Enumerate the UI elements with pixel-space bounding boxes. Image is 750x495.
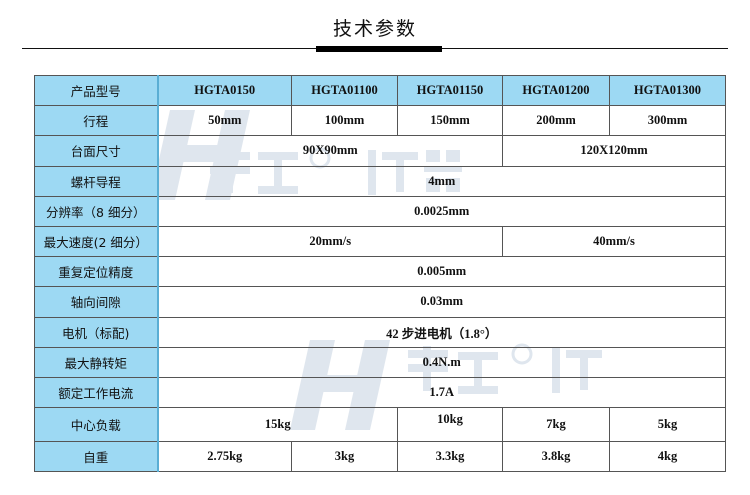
value-cell: 0.005mm	[157, 256, 726, 288]
table-row-center-load: 中心负载 15kg 10kg 7kg 5kg	[34, 407, 726, 443]
table-row-lead: 螺杆导程 4mm	[34, 165, 726, 197]
row-label: 自重	[34, 441, 159, 473]
row-label: 额定工作电流	[34, 376, 159, 409]
table-row-model: 产品型号 HGTA0150 HGTA01100 HGTA01150 HGTA01…	[34, 74, 726, 107]
value-cell: 200mm	[502, 105, 610, 137]
row-label: 电机（标配)	[34, 316, 159, 348]
table-row-motor: 电机（标配) 42 步进电机（1.8°）	[34, 316, 726, 348]
model-cell: HGTA01300	[609, 74, 726, 107]
spec-table: 产品型号 HGTA0150 HGTA01100 HGTA01150 HGTA01…	[34, 74, 726, 473]
table-row-backlash: 轴向间隙 0.03mm	[34, 286, 726, 318]
value-cell: 50mm	[157, 105, 292, 137]
table-row-table-size: 台面尺寸 90X90mm 120X120mm	[34, 135, 726, 167]
title-underline-bar	[316, 46, 442, 52]
table-row-stroke: 行程 50mm 100mm 150mm 200mm 300mm	[34, 105, 726, 137]
value-cell: 300mm	[609, 105, 726, 137]
value-cell: 42 步进电机（1.8°）	[157, 316, 726, 348]
table-row-resolution: 分辨率（8 细分） 0.0025mm	[34, 195, 726, 227]
row-label: 重复定位精度	[34, 256, 159, 288]
table-row-repeatability: 重复定位精度 0.005mm	[34, 256, 726, 288]
table-row-holding-torque: 最大静转矩 0.4N.m	[34, 346, 726, 378]
row-label: 最大静转矩	[34, 346, 159, 378]
model-cell: HGTA0150	[157, 74, 292, 107]
value-cell: 3.8kg	[502, 441, 610, 473]
row-label: 台面尺寸	[34, 135, 159, 167]
value-cell: 150mm	[397, 105, 503, 137]
model-cell: HGTA01200	[502, 74, 610, 107]
value-cell: 0.03mm	[157, 286, 726, 318]
page-title: 技术参数	[332, 18, 417, 40]
value-cell: 4kg	[609, 441, 726, 473]
value-cell: 4mm	[157, 165, 726, 197]
value-cell: 120X120mm	[502, 135, 726, 167]
value-cell: 2.75kg	[157, 441, 292, 473]
value-cell: 20mm/s	[157, 225, 503, 258]
row-label: 螺杆导程	[34, 165, 159, 197]
row-label: 分辨率（8 细分）	[34, 195, 159, 227]
value-cell: 1.7A	[157, 376, 726, 409]
table-row-max-speed: 最大速度(2 细分） 20mm/s 40mm/s	[34, 225, 726, 258]
value-cell: 0.0025mm	[157, 195, 726, 227]
value-cell: 7kg	[502, 407, 610, 443]
row-label: 最大速度(2 细分）	[34, 225, 159, 258]
value-cell: 10kg	[397, 407, 503, 443]
row-label: 行程	[34, 105, 159, 137]
value-cell: 15kg	[157, 407, 398, 443]
model-cell: HGTA01150	[397, 74, 503, 107]
value-cell: 3kg	[291, 441, 398, 473]
row-label: 产品型号	[34, 74, 159, 107]
value-cell: 40mm/s	[502, 225, 726, 258]
row-label: 中心负载	[34, 407, 159, 443]
row-label: 轴向间隙	[34, 286, 159, 318]
model-cell: HGTA01100	[291, 74, 398, 107]
value-cell: 0.4N.m	[157, 346, 726, 378]
table-row-rated-current: 额定工作电流 1.7A	[34, 376, 726, 409]
value-cell: 90X90mm	[157, 135, 503, 167]
table-row-weight: 自重 2.75kg 3kg 3.3kg 3.8kg 4kg	[34, 441, 726, 473]
value-cell: 5kg	[609, 407, 726, 443]
value-cell: 3.3kg	[397, 441, 503, 473]
value-cell: 100mm	[291, 105, 398, 137]
